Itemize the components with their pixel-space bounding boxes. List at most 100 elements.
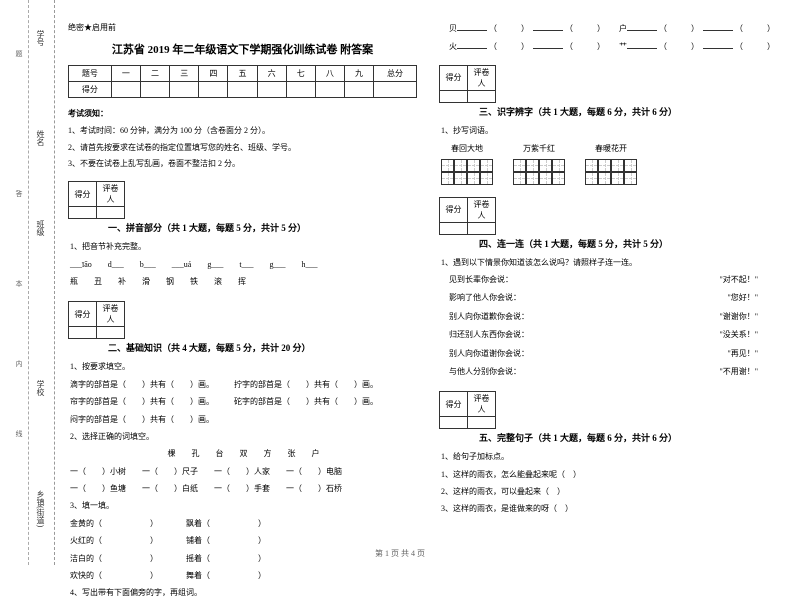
margin-label-id: 学号: [35, 30, 46, 46]
question-text: 1、按要求填空。: [70, 360, 417, 374]
score-summary-table: 题号 一 二 三 四 五 六 七 八 九 总分 得分: [68, 65, 417, 98]
grader-label: 评卷人: [468, 197, 496, 222]
left-column: 绝密★启用前 江苏省 2019 年二年级语文下学期强化训练试卷 附答案 题号 一…: [68, 22, 417, 613]
margin-label-class: 班级: [35, 220, 46, 236]
table-header: 题号: [69, 66, 112, 82]
page-footer: 第 1 页 共 4 页: [0, 548, 800, 559]
exam-title: 江苏省 2019 年二年级语文下学期强化训练试卷 附答案: [68, 41, 417, 57]
paren: （ ）: [659, 42, 695, 51]
paren: （ ）: [735, 42, 775, 51]
grader-label: 评卷人: [97, 302, 125, 327]
question-text: 1、抄写词语。: [441, 124, 788, 138]
grader-label: 评卷人: [97, 182, 125, 207]
section-title: 三、识字辨字（共 1 大题，每题 6 分，共计 6 分）: [479, 105, 677, 118]
question-text: 1、把音节补充完整。: [70, 240, 417, 254]
section-score-box: 得分评卷人: [439, 197, 496, 235]
margin-label-school: 学校: [35, 380, 46, 396]
grader-label: 评卷人: [468, 65, 496, 90]
paren: （ ）: [735, 24, 775, 33]
table-header: 七: [286, 66, 315, 82]
table-header: 八: [315, 66, 344, 82]
table-cell: [111, 82, 140, 98]
section-matching: 得分评卷人 四、连一连（共 1 大题，每题 5 分，共计 5 分） 1、遇到以下…: [439, 197, 788, 380]
question-block: 1、遇到以下情景你知道该怎么说吗？请照样子连一连。 见到长辈你会说："对不起！"…: [439, 256, 788, 380]
section-title: 四、连一连（共 1 大题，每题 5 分，共计 5 分）: [479, 237, 668, 250]
section-pinyin: 得分评卷人 一、拼音部分（共 1 大题，每题 5 分，共计 5 分） 1、把音节…: [68, 181, 417, 289]
table-header: 三: [170, 66, 199, 82]
char-grid: 万紫千红: [513, 142, 565, 184]
pinyin-line: ___īāo d___ b___ ___uá g___ t___ g___ h_…: [70, 258, 417, 272]
char-grid: 春回大地: [441, 142, 493, 184]
table-header: 五: [228, 66, 257, 82]
table-header: 四: [199, 66, 228, 82]
question-line: 滴字的部首是（ ）共有（ ）画。 拧字的部首是（ ）共有（ ）画。: [70, 378, 417, 392]
section-title: 五、完整句子（共 1 大题，每题 6 分，共计 6 分）: [479, 431, 677, 444]
match-row: 与他人分别你会说："不用谢！": [441, 365, 788, 379]
match-row: 见到长辈你会说："对不起！": [441, 273, 788, 287]
table-cell: 得分: [69, 82, 112, 98]
table-header: 二: [140, 66, 169, 82]
question-text: 2、选择正确的词填空。: [70, 430, 417, 444]
question-line: 1、这样的雨衣，怎么能叠起来呢（ ）: [441, 468, 788, 482]
section-score-box: 得分评卷人: [439, 391, 496, 429]
grid-title: 春暖花开: [585, 142, 637, 156]
fold-line: [28, 0, 29, 565]
instruction-item: 3、不要在试卷上乱写乱画，卷面不整洁扣 2 分。: [68, 158, 417, 171]
fold-label: 线: [14, 430, 24, 437]
instruction-item: 1、考试时间：60 分钟，满分为 100 分（含卷面分 2 分）。: [68, 125, 417, 138]
paren: （ ）: [565, 42, 601, 51]
table-header: 九: [344, 66, 373, 82]
grader-label: 评卷人: [468, 392, 496, 417]
radical-row: 火 （ ） （ ） 艹 （ ） （ ）: [441, 40, 788, 54]
question-text: 3、填一填。: [70, 499, 417, 513]
section-title: 一、拼音部分（共 1 大题，每题 5 分，共计 5 分）: [108, 221, 306, 234]
instruction-item: 2、请首先按要求在试卷的指定位置填写您的姓名、班级、学号。: [68, 142, 417, 155]
section-score-box: 得分评卷人: [439, 65, 496, 103]
fold-label: 答: [14, 190, 24, 197]
table-header: 六: [257, 66, 286, 82]
section-sentences: 得分评卷人 五、完整句子（共 1 大题，每题 6 分，共计 6 分） 1、给句子…: [439, 391, 788, 517]
question-line: 帘字的部首是（ ）共有（ ）画。 砣字的部首是（ ）共有（ ）画。: [70, 395, 417, 409]
score-label: 得分: [69, 182, 97, 207]
radical-char: 贝: [449, 24, 457, 33]
score-label: 得分: [69, 302, 97, 327]
question-block: 1、把音节补充完整。 ___īāo d___ b___ ___uá g___ t…: [68, 240, 417, 289]
question-line: 闷字的部首是（ ）共有（ ）画。: [70, 413, 417, 427]
question-line: 一（ ）小树 一（ ）尺子 一（ ）人家 一（ ）电脑: [70, 465, 417, 479]
fold-label: 题: [14, 50, 24, 57]
margin-label-name: 姓名: [35, 130, 46, 146]
word-bank: 棵 孔 台 双 方 张 户: [70, 447, 417, 461]
binding-margin: 学号 姓名 班级 学校 乡镇(街道) 题 答 本 内 线: [0, 0, 55, 565]
paren: （ ）: [659, 24, 695, 33]
score-label: 得分: [440, 197, 468, 222]
fold-label: 内: [14, 360, 24, 367]
question-text: 1、给句子加标点。: [441, 450, 788, 464]
question-text: 1、遇到以下情景你知道该怎么说吗？请照样子连一连。: [441, 256, 788, 270]
question-block: 1、抄写词语。 春回大地 万紫千红 春暖花开: [439, 124, 788, 185]
radical-char: 艹: [619, 42, 627, 51]
table-header: 一: [111, 66, 140, 82]
match-row: 归还别人东西你会说："没关系！": [441, 328, 788, 342]
question-text: 4、写出带有下面偏旁的字，再组词。: [70, 586, 417, 600]
margin-label-town: 乡镇(街道): [35, 490, 46, 527]
radical-row: 贝 （ ） （ ） 户 （ ） （ ）: [441, 22, 788, 36]
question-line: 火红的（ ） 铺着（ ）: [70, 534, 417, 548]
score-label: 得分: [440, 65, 468, 90]
section-characters: 得分评卷人 三、识字辨字（共 1 大题，每题 6 分，共计 6 分） 1、抄写词…: [439, 65, 788, 185]
fold-label: 本: [14, 280, 24, 287]
match-row: 别人向你道歉你会说："谢谢你！": [441, 310, 788, 324]
paren: （ ）: [489, 24, 525, 33]
page-content: 绝密★启用前 江苏省 2019 年二年级语文下学期强化训练试卷 附答案 题号 一…: [68, 22, 788, 613]
question-line: 欢快的（ ） 舞着（ ）: [70, 569, 417, 583]
match-row: 影响了他人你会说："您好！": [441, 291, 788, 305]
section-score-box: 得分评卷人: [68, 301, 125, 339]
section-title: 二、基础知识（共 4 大题，每题 5 分，共计 20 分）: [108, 341, 311, 354]
section-score-box: 得分评卷人: [68, 181, 125, 219]
right-column: 贝 （ ） （ ） 户 （ ） （ ） 火 （ ） （ ） 艹 （ ） （ ）: [439, 22, 788, 613]
confidential-label: 绝密★启用前: [68, 22, 417, 33]
question-line: 2、这样的雨衣，可以叠起来（ ）: [441, 485, 788, 499]
radical-lines: 贝 （ ） （ ） 户 （ ） （ ） 火 （ ） （ ） 艹 （ ） （ ）: [439, 22, 788, 55]
grid-title: 万紫千红: [513, 142, 565, 156]
question-line: 3、这样的雨衣，是谁做来的呀（ ）: [441, 502, 788, 516]
grid-title: 春回大地: [441, 142, 493, 156]
